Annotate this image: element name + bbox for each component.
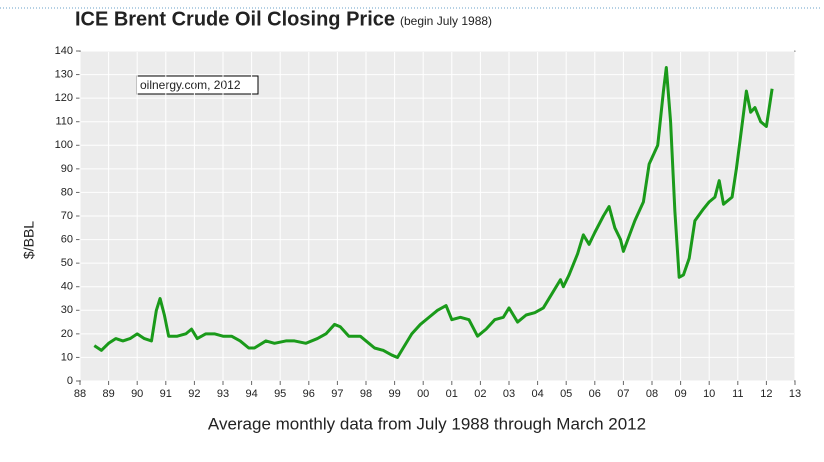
- y-tick-label: 130: [55, 68, 73, 80]
- y-tick-label: 110: [55, 116, 73, 128]
- chart-title: ICE Brent Crude Oil Closing Price: [75, 8, 395, 30]
- y-tick-label: 60: [61, 233, 73, 245]
- data-line: [93, 66, 774, 359]
- chart-subtitle: (begin July 1988): [400, 14, 492, 28]
- y-tick-label: 0: [67, 375, 73, 387]
- x-tick-label: 13: [789, 388, 801, 400]
- y-tick-label: 50: [61, 257, 73, 269]
- x-tick-label: 91: [160, 388, 172, 400]
- x-tick-label: 01: [446, 388, 458, 400]
- x-tick-label: 97: [331, 388, 343, 400]
- x-tick-label: 93: [217, 388, 229, 400]
- y-tick-label: 140: [55, 45, 73, 57]
- y-tick-label: 10: [61, 351, 73, 363]
- x-tick-label: 07: [617, 388, 629, 400]
- x-tick-label: 96: [303, 388, 315, 400]
- x-tick-label: 00: [417, 388, 429, 400]
- y-tick-label: 20: [61, 328, 73, 340]
- x-tick-label: 98: [360, 388, 372, 400]
- y-tick-label: 40: [61, 281, 73, 293]
- y-tick-label: 120: [55, 92, 73, 104]
- x-tick-label: 11: [732, 388, 743, 400]
- x-tick-label: 04: [531, 388, 543, 400]
- x-tick-label: 08: [646, 388, 658, 400]
- y-tick-label: 70: [61, 210, 73, 222]
- x-tick-label: 12: [760, 388, 772, 400]
- y-tick-label: 90: [61, 163, 73, 175]
- x-tick-label: 09: [674, 388, 686, 400]
- x-tick-label: 03: [503, 388, 515, 400]
- x-tick-label: 92: [188, 388, 200, 400]
- x-tick-label: 89: [102, 388, 114, 400]
- x-tick-label: 88: [74, 388, 86, 400]
- x-tick-label: 95: [274, 388, 286, 400]
- x-tick-label: 94: [245, 388, 257, 400]
- x-tick-label: 10: [703, 388, 715, 400]
- x-tick-label: 90: [131, 388, 143, 400]
- x-tick-label: 02: [474, 388, 486, 400]
- annotation: oilnergy.com, 2012: [140, 78, 241, 92]
- x-tick-label: 06: [589, 388, 601, 400]
- x-tick-label: 05: [560, 388, 572, 400]
- x-axis-label: Average monthly data from July 1988 thro…: [208, 414, 646, 433]
- y-axis-label: $/BBL: [21, 221, 37, 259]
- y-tick-label: 80: [61, 186, 73, 198]
- y-tick-label: 30: [61, 304, 73, 316]
- x-tick-label: 99: [388, 388, 400, 400]
- y-tick-label: 100: [55, 139, 73, 151]
